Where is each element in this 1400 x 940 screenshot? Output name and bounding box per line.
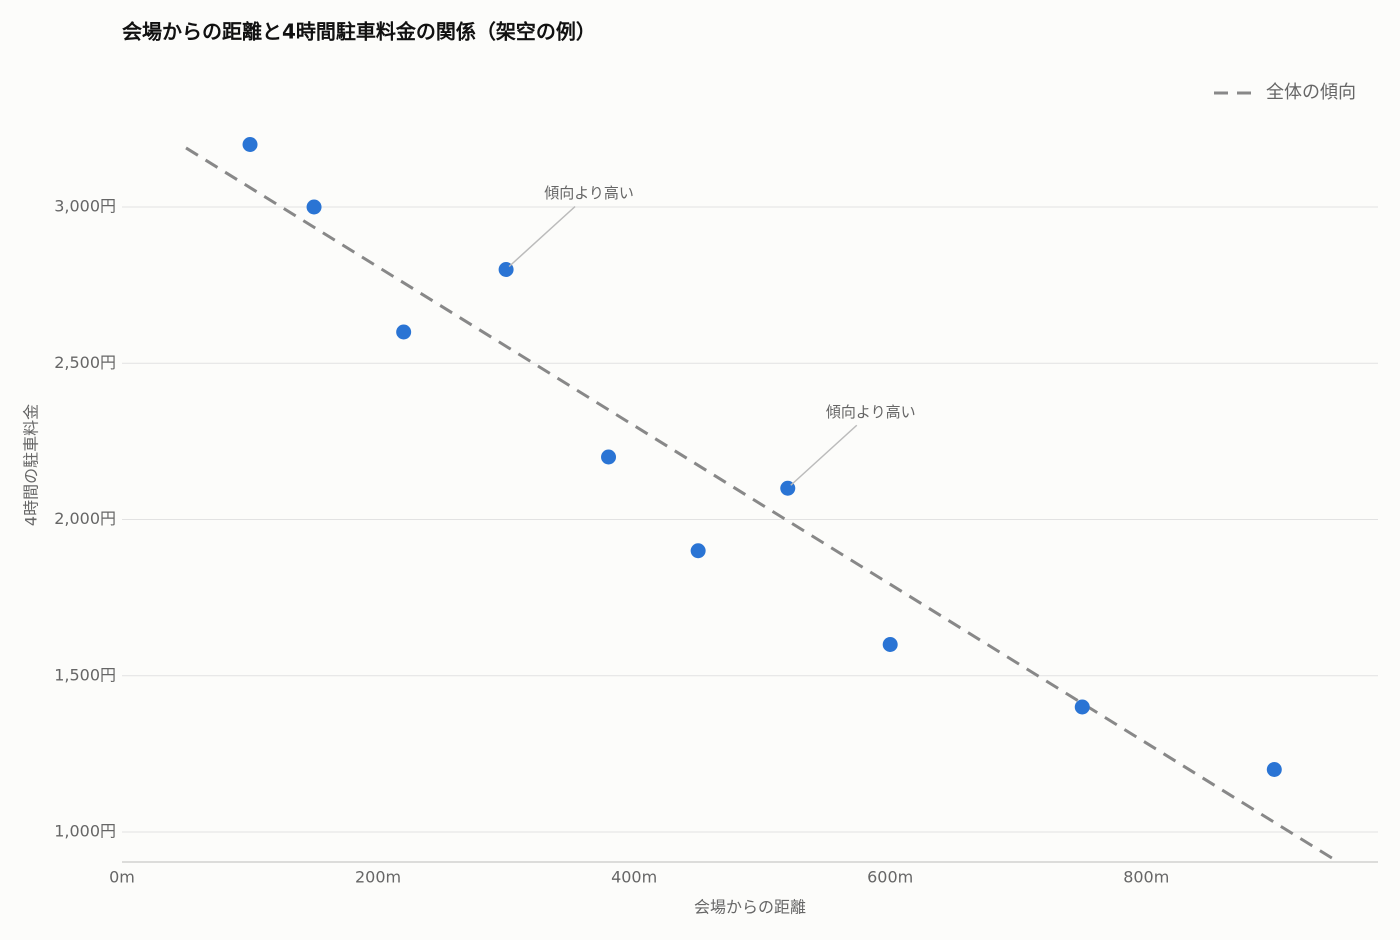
- annotation-text: 傾向より高い: [544, 184, 634, 202]
- x-tick-label: 600m: [867, 868, 913, 887]
- point: [396, 324, 412, 340]
- x-tick-label: 0m: [109, 868, 135, 887]
- x-tick-label: 800m: [1123, 868, 1169, 887]
- point: [242, 137, 258, 152]
- x-tick-label: 200m: [355, 868, 401, 887]
- point: [882, 637, 898, 652]
- y-axis-label: 4時間の駐車料金: [22, 404, 41, 526]
- annotation-text: 傾向より高い: [826, 403, 916, 421]
- x-axis-label: 会場からの距離: [694, 898, 806, 917]
- y-tick-label: 1,500円: [54, 665, 116, 684]
- trend-line: [185, 146, 1340, 864]
- y-tick-label: 1,000円: [54, 822, 116, 841]
- point: [1074, 699, 1090, 715]
- point: [601, 449, 617, 465]
- point: [306, 199, 322, 215]
- annotation-line: [508, 205, 576, 268]
- point: [690, 543, 706, 559]
- legend-label: 全体の傾向: [1266, 82, 1356, 103]
- point: [1266, 762, 1282, 777]
- y-tick-label: 2,500円: [54, 353, 116, 372]
- y-tick-label: 3,000円: [54, 197, 116, 216]
- annotation-line: [790, 424, 858, 486]
- x-tick-label: 400m: [611, 868, 657, 887]
- chart-title: 会場からの距離と4時間駐車料金の関係（架空の例）: [122, 20, 596, 44]
- y-tick-label: 2,000円: [54, 509, 116, 528]
